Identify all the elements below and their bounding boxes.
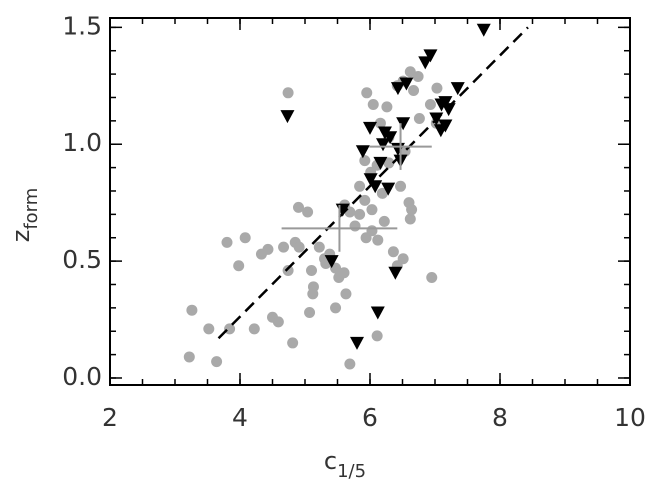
point <box>376 138 390 152</box>
point <box>371 330 383 342</box>
y-tick-label: 1.5 <box>62 11 102 40</box>
point <box>287 337 299 349</box>
point <box>372 234 384 246</box>
point <box>450 82 465 96</box>
point <box>330 302 342 314</box>
point <box>282 87 294 99</box>
x-tick-label: 6 <box>362 403 378 432</box>
x-label-main: c <box>324 447 337 475</box>
point <box>376 187 388 199</box>
point <box>424 98 436 110</box>
y-tick-label: 1.0 <box>62 128 102 157</box>
point <box>359 155 371 167</box>
x-label-sub: 1/5 <box>337 461 366 482</box>
point <box>354 208 366 220</box>
point <box>399 77 414 91</box>
point <box>233 260 245 272</box>
point <box>211 356 223 368</box>
point <box>306 264 317 276</box>
fit-line <box>217 26 529 340</box>
point <box>293 241 305 253</box>
point <box>413 113 425 125</box>
y-label-main: z <box>7 230 35 243</box>
point <box>239 232 251 244</box>
point <box>183 351 195 363</box>
x-axis-label: c1/5 <box>324 447 366 482</box>
point <box>349 220 361 232</box>
y-tick-label: 0.5 <box>62 245 102 274</box>
point <box>438 119 453 133</box>
point <box>302 206 314 218</box>
y-label-sub: form <box>21 188 42 230</box>
plot-frame <box>109 17 631 386</box>
point <box>390 82 405 96</box>
point <box>280 110 295 124</box>
point <box>408 84 420 96</box>
point <box>338 267 350 279</box>
point <box>423 49 438 63</box>
point <box>282 264 294 276</box>
point <box>203 323 215 335</box>
point <box>396 117 411 131</box>
point <box>293 201 304 213</box>
point <box>434 98 449 112</box>
point <box>383 131 398 145</box>
point <box>344 358 356 370</box>
point <box>418 56 433 70</box>
point <box>359 194 371 206</box>
x-tick-label: 2 <box>102 403 118 432</box>
point <box>307 288 319 300</box>
point <box>412 70 424 82</box>
point <box>304 307 316 319</box>
point <box>370 306 385 320</box>
point <box>350 336 364 350</box>
y-tick-label: 0.0 <box>62 362 102 391</box>
point <box>378 215 390 227</box>
point <box>340 288 352 300</box>
point <box>361 87 373 99</box>
x-tick-label: 4 <box>232 403 248 432</box>
point <box>278 241 290 253</box>
point <box>363 121 377 135</box>
point <box>406 204 418 216</box>
point <box>381 101 393 113</box>
x-tick-label: 10 <box>614 403 646 432</box>
point <box>374 117 386 129</box>
point <box>248 323 260 335</box>
point <box>383 157 395 169</box>
point <box>373 156 388 170</box>
point <box>324 255 339 269</box>
point <box>221 236 233 248</box>
point <box>426 271 438 283</box>
point <box>313 241 325 253</box>
point <box>381 182 396 196</box>
point <box>395 180 407 192</box>
point <box>363 173 378 187</box>
point <box>404 213 416 225</box>
point <box>367 98 379 110</box>
point <box>262 243 274 255</box>
point <box>355 145 370 159</box>
point <box>476 23 491 37</box>
point <box>366 225 378 237</box>
point <box>441 103 456 117</box>
point <box>272 316 284 328</box>
point <box>186 304 198 316</box>
point <box>388 266 403 280</box>
x-tick-label: 8 <box>492 403 508 432</box>
point <box>387 246 399 258</box>
point <box>354 180 366 192</box>
y-axis-label: zform <box>7 188 42 243</box>
point <box>366 204 378 216</box>
point <box>431 82 443 94</box>
